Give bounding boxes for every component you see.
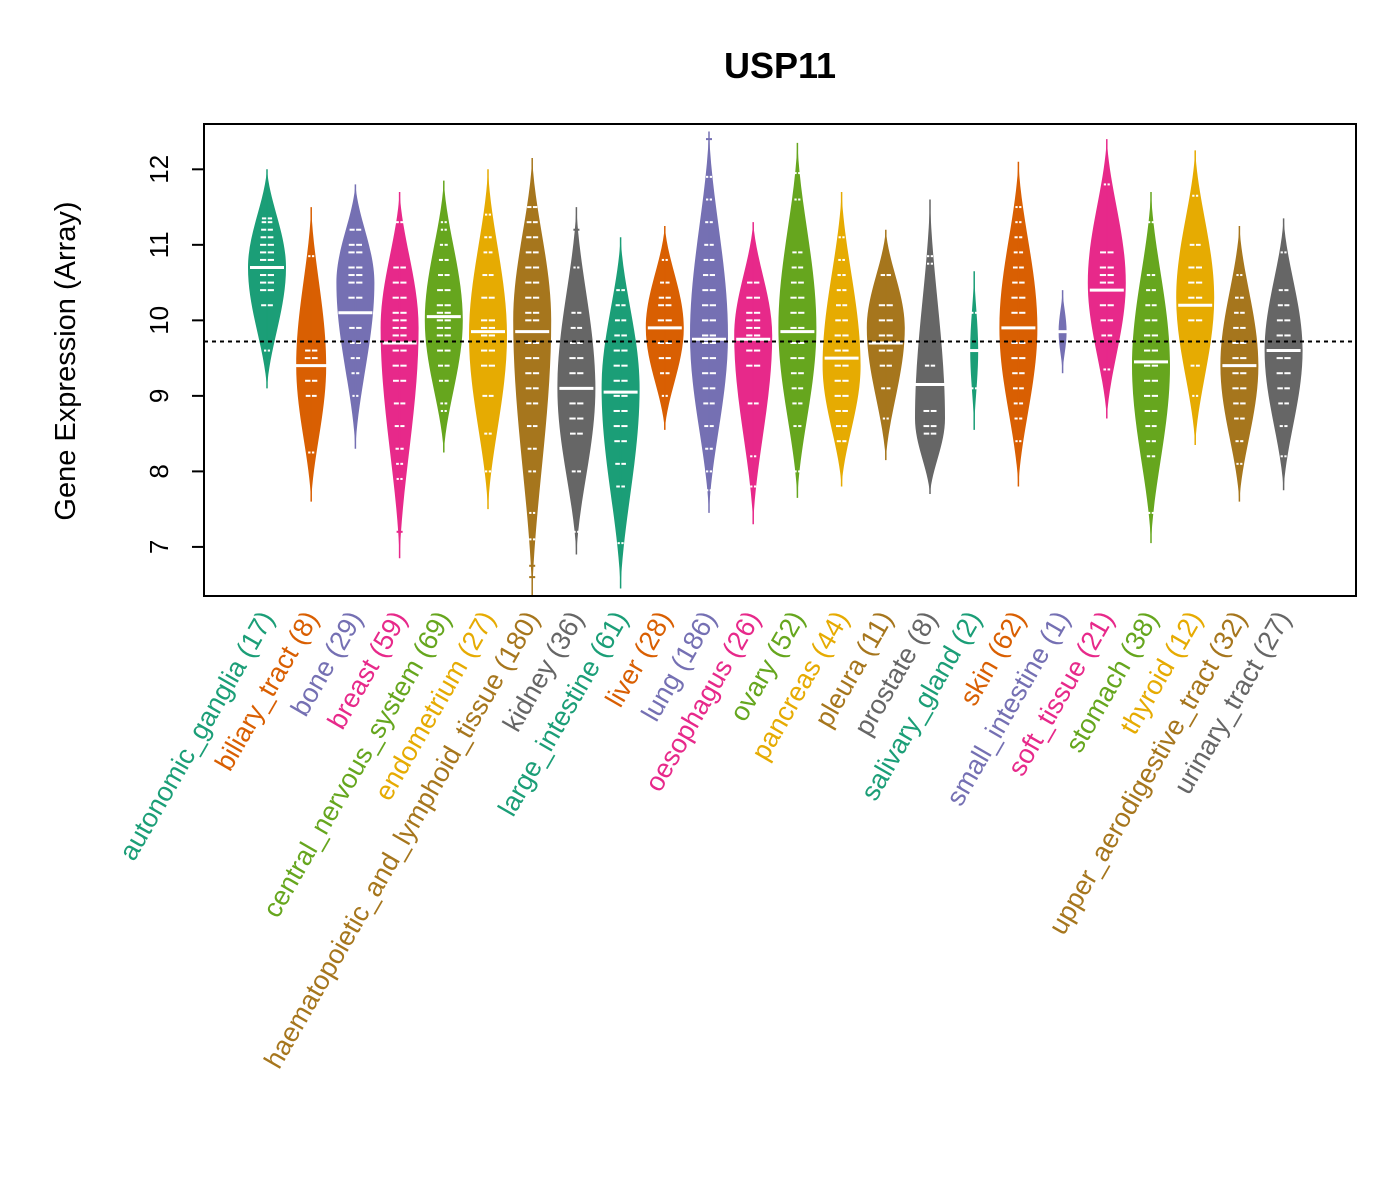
bean-soft-tissue <box>1087 139 1126 419</box>
x-axis-labels: autonomic_ganglia (17)biliary_tract (8)b… <box>113 606 1297 1073</box>
bean-small-intestine <box>1056 290 1069 374</box>
bean-lung <box>690 131 728 513</box>
bean-pancreas <box>822 191 861 487</box>
bean-skin <box>999 161 1038 487</box>
bean-large-intestine <box>601 237 640 589</box>
y-tick-label: 7 <box>144 540 174 554</box>
bean-upper-aerodigestive-tract <box>1220 225 1259 502</box>
bean-oesophagus <box>734 222 773 525</box>
bean-urinary-tract <box>1264 218 1303 491</box>
y-tick-label: 8 <box>144 464 174 478</box>
bean-pleura <box>866 229 905 461</box>
bean-haematopoietic-and-lymphoid-tissue <box>513 157 552 596</box>
bean-autonomic-ganglia <box>248 169 286 389</box>
y-tick-label: 11 <box>144 231 174 258</box>
bean-endometrium <box>469 169 507 510</box>
y-tick-label: 12 <box>144 155 174 184</box>
y-tick-label: 9 <box>144 389 174 403</box>
beans-group <box>248 131 1303 596</box>
bean-ovary <box>778 142 817 498</box>
bean-salivary-gland <box>968 271 981 430</box>
bean-kidney <box>557 207 596 555</box>
bean-biliary-tract <box>294 207 329 502</box>
bean-breast <box>380 191 419 559</box>
bean-stomach <box>1132 191 1170 544</box>
bean-thyroid <box>1176 150 1215 445</box>
bean-bone <box>336 184 375 449</box>
y-axis-label: Gene Expression (Array) <box>50 201 82 520</box>
chart-title: USP11 <box>724 45 836 86</box>
bean-central-nervous-system <box>424 180 463 453</box>
bean-liver <box>645 225 684 430</box>
y-tick-label: 10 <box>144 306 174 335</box>
y-axis: 7 8 9 10 11 12 <box>144 155 205 554</box>
bean-prostate <box>913 199 947 495</box>
